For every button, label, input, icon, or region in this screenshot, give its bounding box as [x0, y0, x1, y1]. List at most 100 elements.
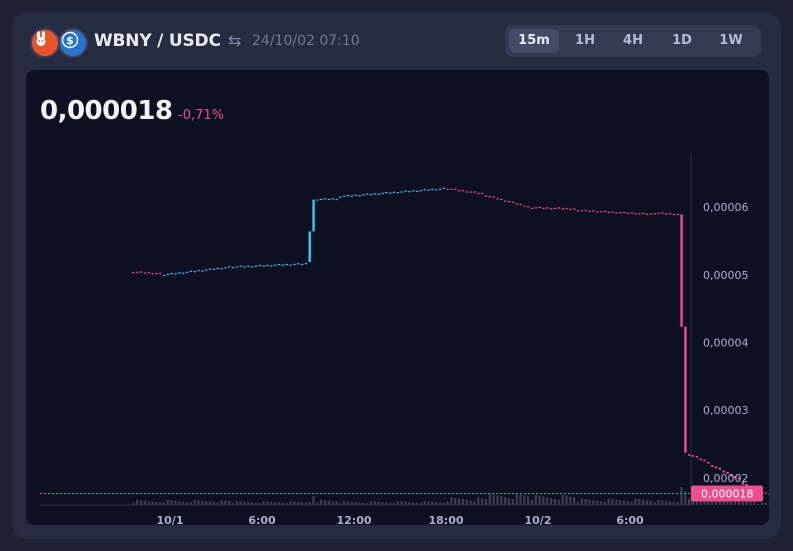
candle	[354, 194, 357, 196]
volume-bar	[308, 501, 311, 505]
candle	[458, 190, 461, 192]
volume-bar	[362, 502, 365, 505]
chart-card: $ WBNY / USDC ⇆ 24/10/02 07:10 15m 1H 4H…	[12, 12, 781, 539]
volume-bar	[285, 503, 288, 505]
timeframe-1d-button[interactable]: 1D	[672, 33, 692, 48]
volume-bar	[607, 498, 610, 505]
volume-bar	[546, 497, 549, 505]
volume-bar	[415, 502, 419, 505]
candle	[369, 193, 373, 196]
volume-bar	[155, 502, 158, 505]
candle	[734, 476, 737, 479]
candle	[504, 200, 507, 202]
candle	[346, 194, 350, 197]
candle	[553, 207, 557, 210]
candle	[159, 272, 162, 274]
candle	[366, 193, 369, 195]
candle	[208, 268, 212, 270]
candle	[358, 195, 361, 197]
timeframe-15m-button[interactable]: 15m	[509, 29, 559, 53]
volume-bar	[507, 498, 511, 505]
y-tick-label: 0,00002	[703, 472, 749, 485]
candle	[132, 272, 135, 274]
volume-bar	[435, 502, 438, 505]
candle	[285, 263, 288, 266]
volume-bar	[665, 500, 668, 505]
volume-bar	[197, 500, 200, 505]
volume-bar	[573, 497, 576, 505]
volume-bar	[346, 501, 350, 505]
candle	[619, 212, 622, 214]
volume-bar	[481, 497, 484, 505]
candle	[274, 264, 277, 266]
x-tick-label: 12:00	[336, 514, 371, 525]
candle	[684, 326, 687, 453]
volume-bar	[182, 501, 185, 505]
volume-bar	[500, 496, 503, 505]
candle	[634, 213, 637, 215]
volume-bar	[688, 498, 691, 505]
candle	[534, 207, 538, 209]
volume-bar	[469, 500, 472, 505]
y-tick-label: 0,00004	[703, 337, 749, 350]
volume-bar	[350, 501, 353, 505]
candle	[707, 461, 710, 464]
volume-bar	[212, 502, 215, 505]
current-price: 0,000018	[40, 96, 173, 126]
candle	[247, 265, 250, 267]
candlestick-chart[interactable]: 0,00006 0,00005 0,00004 0,00003 0,00002 10/1…	[26, 70, 769, 525]
volume-bar	[622, 500, 626, 505]
candle	[423, 189, 426, 191]
swap-icon[interactable]: ⇆	[228, 31, 242, 50]
candle	[607, 211, 610, 213]
volume-bar	[320, 499, 323, 505]
candle	[224, 267, 227, 269]
chart-panel[interactable]: 0,000018 -0,71% 0,00006 0,00005 0,00004 0,0…	[26, 70, 769, 525]
candle	[151, 273, 154, 275]
candle	[243, 266, 246, 268]
volume-bar	[377, 501, 380, 505]
timeframe-1h-button[interactable]: 1H	[575, 33, 595, 48]
volume-bar	[185, 502, 189, 505]
volume-bar	[592, 500, 595, 505]
candle	[408, 191, 411, 193]
volume-bar	[764, 502, 767, 505]
candle	[136, 271, 139, 273]
timeframe-4h-button[interactable]: 4H	[623, 33, 643, 48]
volume-bar	[247, 502, 250, 505]
chart-header: $ WBNY / USDC ⇆ 24/10/02 07:10 15m 1H 4H…	[12, 12, 781, 70]
volume-bar	[477, 497, 480, 505]
timeframe-1w-button[interactable]: 1W	[719, 33, 743, 48]
volume-bar	[170, 500, 173, 505]
volume-bar	[680, 487, 683, 505]
price-axis-ticks: 0,00006 0,00005 0,00004 0,00003 0,00002	[703, 201, 749, 485]
candle	[630, 212, 633, 214]
volume-bar	[496, 495, 499, 505]
candle	[251, 266, 254, 268]
candle	[737, 477, 741, 480]
volume-bar	[369, 501, 373, 505]
volume-bar	[657, 499, 660, 505]
volume-bar	[511, 499, 514, 505]
volume-bar	[538, 495, 541, 505]
volume-bar	[488, 493, 491, 505]
volume-bar	[220, 499, 223, 505]
volume-bar	[672, 501, 675, 505]
candle	[293, 263, 296, 266]
candle	[446, 188, 449, 190]
volume-bar	[323, 500, 327, 505]
candle	[281, 264, 285, 266]
volume-bar	[327, 500, 330, 505]
candle	[277, 263, 281, 266]
y-tick-label: 0,00003	[703, 404, 749, 417]
volume-bar	[178, 501, 181, 505]
candle	[435, 189, 438, 191]
candle	[178, 272, 181, 274]
candle	[695, 456, 699, 458]
candle	[327, 198, 331, 201]
volume-bar	[358, 502, 361, 505]
volume-bar	[557, 499, 560, 505]
volume-bar	[412, 502, 415, 505]
volume-bar	[484, 499, 488, 505]
usdc-token-icon: $	[58, 28, 88, 58]
